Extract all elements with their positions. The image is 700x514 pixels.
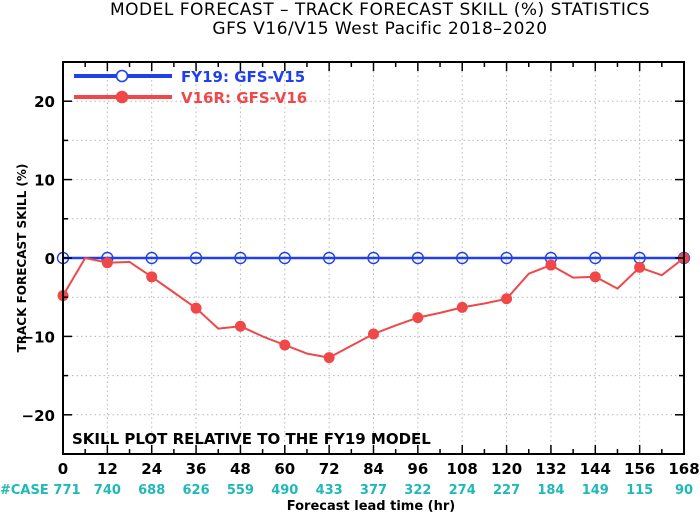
data-point — [545, 259, 557, 271]
y-tick-label: −20 — [22, 407, 55, 425]
chart-subtitle: GFS V16/V15 West Pacific 2018–2020 — [212, 19, 547, 39]
x-tick-label: 60 — [274, 460, 295, 478]
case-count: 115 — [626, 483, 653, 498]
x-tick-label: 156 — [624, 460, 655, 478]
y-tick-label: 0 — [45, 250, 55, 268]
data-point — [323, 352, 335, 364]
data-point — [279, 339, 291, 351]
case-count: 149 — [582, 483, 609, 498]
x-tick-label: 36 — [186, 460, 207, 478]
x-tick-label: 48 — [230, 460, 251, 478]
legend-label: FY19: GFS-V15 — [181, 68, 305, 86]
case-count: 771 — [53, 483, 80, 498]
series-v16r — [57, 252, 690, 364]
case-count: 227 — [493, 483, 520, 498]
data-point — [234, 320, 246, 332]
annotation-note: SKILL PLOT RELATIVE TO THE FY19 MODEL — [72, 430, 431, 448]
legend-marker — [115, 90, 129, 104]
data-point — [456, 251, 469, 265]
case-count: 322 — [404, 483, 431, 498]
data-point — [589, 251, 602, 265]
case-count: 184 — [537, 483, 564, 498]
x-tick-label: 144 — [580, 460, 611, 478]
case-count: 740 — [94, 483, 121, 498]
x-tick-label: 108 — [447, 460, 478, 478]
case-count: 626 — [183, 483, 210, 498]
y-axis-ticks: −20 −10 0 10 20 — [22, 61, 684, 455]
x-tick-label: 132 — [535, 460, 566, 478]
chart-title: MODEL FORECAST – TRACK FORECAST SKILL (%… — [110, 0, 650, 20]
series-layer — [56, 251, 691, 364]
data-point — [190, 302, 202, 314]
data-point — [589, 271, 601, 283]
legend-marker — [115, 69, 129, 83]
data-point — [234, 251, 247, 265]
data-point — [145, 251, 158, 265]
x-axis-ticks: 0 12 24 36 48 60 72 84 96 108 120 132 144 156 168 — [58, 62, 700, 478]
x-tick-label: 12 — [97, 460, 118, 478]
x-tick-label: 84 — [363, 460, 384, 478]
data-point — [456, 301, 468, 313]
data-point — [146, 271, 158, 283]
data-point — [412, 312, 424, 324]
x-axis-label: Forecast lead time (hr) — [287, 499, 455, 514]
case-count: 688 — [138, 483, 165, 498]
x-tick-label: 96 — [407, 460, 428, 478]
x-tick-label: 24 — [141, 460, 162, 478]
data-point — [411, 251, 425, 265]
data-point — [322, 251, 336, 265]
legend-label: V16R: GFS-V16 — [181, 89, 307, 107]
x-tick-label: 120 — [491, 460, 522, 478]
case-count: 559 — [227, 483, 254, 498]
case-count: 490 — [271, 483, 298, 498]
case-count: 90 — [675, 483, 693, 498]
y-axis-label: TRACK FORECAST SKILL (%) — [15, 164, 29, 353]
x-tick-label: 72 — [319, 460, 340, 478]
case-count-row: #CASE 771 740 688 626 559 490 433 377 322 274 227 1… — [0, 483, 693, 498]
x-tick-label: 0 — [58, 460, 68, 478]
series-fy19 — [56, 251, 691, 265]
y-tick-label: −10 — [22, 328, 55, 346]
data-point — [368, 328, 379, 340]
x-tick-label: 168 — [668, 460, 699, 478]
case-count: 377 — [360, 483, 387, 498]
data-point — [367, 251, 380, 265]
data-point — [500, 251, 513, 265]
data-point — [189, 251, 203, 265]
series-line — [62, 257, 685, 359]
data-point — [501, 293, 513, 305]
data-point — [634, 261, 646, 273]
case-row-label: #CASE — [0, 483, 49, 498]
case-count: 433 — [316, 483, 343, 498]
data-point — [278, 251, 291, 265]
data-point — [101, 257, 113, 269]
legend: FY19: GFS-V15 V16R: GFS-V16 — [74, 68, 307, 107]
case-count: 274 — [449, 483, 476, 498]
y-tick-label: 10 — [34, 172, 55, 190]
y-tick-label: 20 — [34, 93, 55, 111]
